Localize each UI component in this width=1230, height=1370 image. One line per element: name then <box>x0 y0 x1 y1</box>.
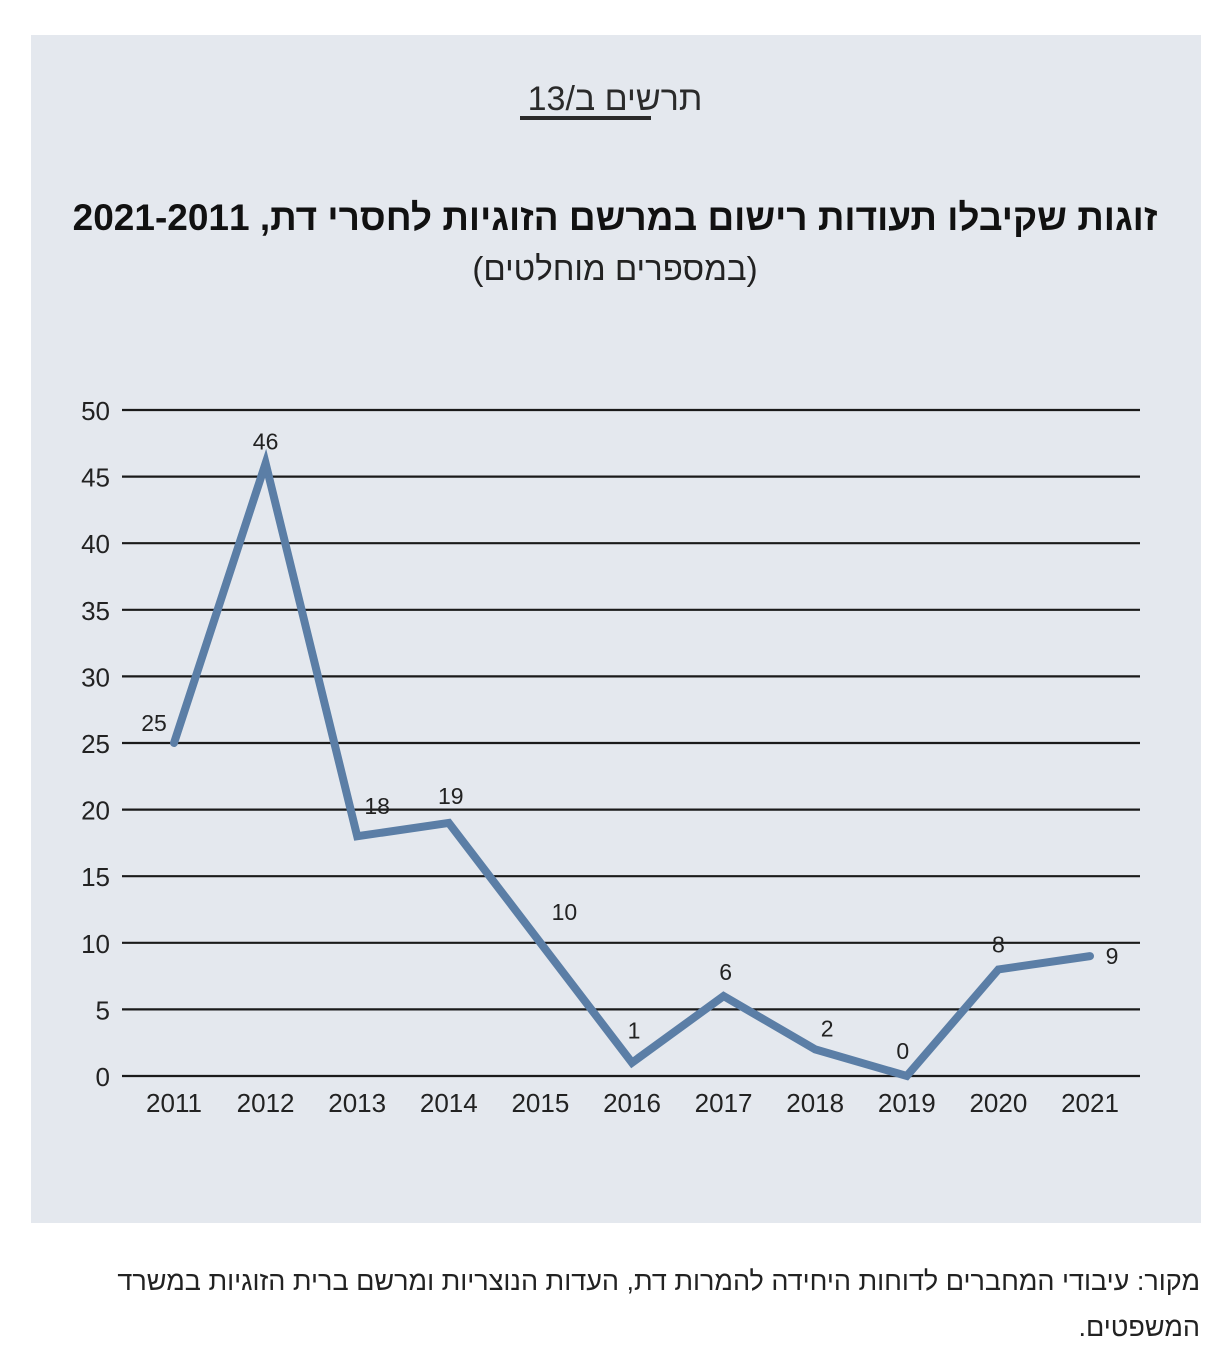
data-label: 2 <box>821 1015 834 1041</box>
figure-label: תרשים ב/13 <box>527 80 703 118</box>
x-tick-label: 2021 <box>1061 1088 1119 1118</box>
y-tick-label: 40 <box>81 529 110 559</box>
y-tick-label: 30 <box>81 662 110 692</box>
y-tick-label: 45 <box>81 463 110 493</box>
data-label: 1 <box>628 1018 641 1044</box>
chart-title: זוגות שקיבלו תעודות רישום במרשם הזוגיות … <box>72 197 1158 238</box>
data-label: 8 <box>992 931 1005 957</box>
data-label: 0 <box>896 1038 909 1064</box>
x-tick-label: 2014 <box>420 1088 478 1118</box>
y-tick-label: 35 <box>81 596 110 626</box>
series-line <box>170 448 1094 1081</box>
x-tick-label: 2019 <box>878 1088 936 1118</box>
source-note: מקור: עיבודי המחברים לדוחות היחידה להמרו… <box>117 1266 1200 1342</box>
data-label: 18 <box>364 793 390 819</box>
x-tick-label: 2011 <box>146 1088 202 1118</box>
data-label: 19 <box>438 783 464 809</box>
chart-panel <box>31 35 1201 1223</box>
x-tick-label: 2016 <box>603 1088 661 1118</box>
y-tick-label: 25 <box>81 729 110 759</box>
x-tick-label: 2012 <box>237 1088 295 1118</box>
x-tick-label: 2015 <box>511 1088 569 1118</box>
figure-label-underline <box>520 116 651 120</box>
data-label: 6 <box>719 959 732 985</box>
x-tick-label: 2017 <box>695 1088 753 1118</box>
x-tick-label: 2018 <box>786 1088 844 1118</box>
y-tick-label: 50 <box>81 396 110 426</box>
data-label: 10 <box>552 899 578 925</box>
y-tick-label: 5 <box>96 995 110 1025</box>
y-tick-label: 20 <box>81 796 110 826</box>
y-tick-label: 10 <box>81 929 110 959</box>
x-tick-label: 2013 <box>328 1088 386 1118</box>
data-label: 25 <box>141 710 167 736</box>
data-label: 9 <box>1106 943 1119 969</box>
y-tick-label: 15 <box>81 862 110 892</box>
data-label: 46 <box>253 428 279 454</box>
y-tick-label: 0 <box>96 1062 110 1092</box>
chart-subtitle: (במספרים מוחלטים) <box>472 250 758 287</box>
x-tick-label: 2020 <box>969 1088 1027 1118</box>
